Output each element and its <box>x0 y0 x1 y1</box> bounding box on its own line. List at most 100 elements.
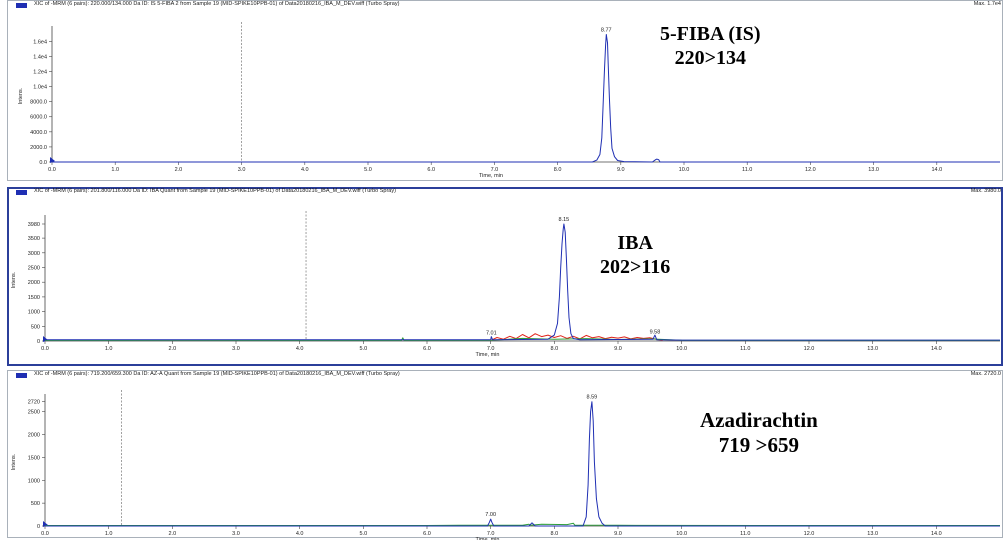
y-tick-label: 0 <box>37 339 40 345</box>
panel-title: XIC of -MRM (6 pairs): 220.000/134.000 D… <box>34 1 400 7</box>
y-tick-label: 2500 <box>28 410 40 416</box>
x-tick-label: 11.0 <box>740 531 750 537</box>
series-line <box>52 34 1000 163</box>
x-tick-label: 6.0 <box>427 167 435 173</box>
panel-title: XIC of -MRM (6 pairs): 719.200/659.300 D… <box>34 371 400 377</box>
x-tick-label: 12.0 <box>804 346 815 352</box>
x-tick-label: 3.0 <box>232 531 240 537</box>
x-tick-label: 5.0 <box>360 346 368 352</box>
x-tick-label: 14.0 <box>931 346 942 352</box>
max-intensity-label: Max. 2720.0 <box>970 371 1001 377</box>
y-tick-label: 1000 <box>28 310 40 316</box>
x-axis-label: Time, min <box>479 173 503 179</box>
y-axis-label: Intens. <box>11 271 17 288</box>
peak-label: 9.58 <box>650 330 661 336</box>
chromatogram-plot-5fiba: 0.0 2000.0 4000.0 6000.0 8000.0 1.0e4 1.2e4 1.4… <box>18 22 1000 179</box>
x-tick-label: 1.0 <box>105 531 113 537</box>
x-tick-label: 8.0 <box>551 346 559 352</box>
mrm-transition: 202>116 <box>600 256 671 278</box>
legend-color-swatch <box>16 373 27 378</box>
y-tick-label: 8000.0 <box>30 100 47 106</box>
mrm-transition: 719 >659 <box>718 433 800 458</box>
chromatogram-panel-5fiba: XIC of -MRM (6 pairs): 220.000/134.000 D… <box>0 0 1005 183</box>
y-tick-label: 0 <box>37 524 40 530</box>
x-tick-label: 9.0 <box>614 346 622 352</box>
x-tick-label: 13.0 <box>867 531 878 537</box>
peak-label: 8.77 <box>601 28 612 34</box>
x-tick-label: 6.0 <box>423 346 431 352</box>
x-tick-label: 10.0 <box>676 346 687 352</box>
x-tick-label: 5.0 <box>360 531 368 537</box>
series-line <box>45 522 1000 526</box>
x-axis-label: Time, min <box>476 352 500 358</box>
y-tick-label: 3980 <box>28 222 40 228</box>
y-tick-label: 1500 <box>28 295 40 301</box>
x-tick-label: 1.0 <box>105 346 113 352</box>
y-tick-label: 1.0e4 <box>33 85 47 91</box>
y-tick-label: 4000.0 <box>30 130 47 136</box>
x-tick-label: 3.0 <box>232 346 240 352</box>
x-tick-label: 7.0 <box>487 346 495 352</box>
legend-color-swatch <box>16 190 27 195</box>
chromatogram-plot-azadirachtin: 0 500 1000 1500 2000 2500 2720 0.0 1.0 2.0 3.0 4.0 5… <box>11 390 1000 540</box>
x-tick-label: 12.0 <box>805 167 816 173</box>
y-tick-label: 2500 <box>28 266 40 272</box>
panel-title: XIC of -MRM (6 pairs): 201.800/116.000 D… <box>34 188 396 194</box>
x-tick-label: 7.0 <box>487 531 495 537</box>
compound-annotation: 5-FIBA (IS) 220>134 <box>660 22 761 70</box>
panel-frame <box>7 187 1003 366</box>
y-tick-label: 500 <box>31 324 40 330</box>
compound-annotation: IBA 202>116 <box>600 231 670 279</box>
x-tick-label: 4.0 <box>301 167 309 173</box>
x-tick-label: 14.0 <box>931 167 942 173</box>
x-tick-label: 12.0 <box>804 531 815 537</box>
series-line <box>45 223 1000 341</box>
max-intensity-label: Max. 3980.0 <box>970 188 1001 194</box>
series-line <box>45 401 1000 527</box>
x-tick-label: 1.0 <box>111 167 119 173</box>
y-tick-label: 2000 <box>28 433 40 439</box>
chromatogram-panel-iba: XIC of -MRM (6 pairs): 201.800/116.000 D… <box>0 187 1005 368</box>
compound-annotation: Azadirachtin 719 >659 <box>700 408 818 458</box>
x-tick-label: 3.0 <box>238 167 246 173</box>
x-tick-label: 2.0 <box>169 346 177 352</box>
chromatogram-plot-iba: 0 500 1000 1500 2000 2500 3000 3500 3980 0.0 1.0 2.… <box>11 211 1001 358</box>
y-tick-label: 1.6e4 <box>33 39 47 45</box>
x-tick-label: 11.0 <box>742 167 752 173</box>
chromatogram-panel-azadirachtin: XIC of -MRM (6 pairs): 719.200/659.300 D… <box>0 370 1005 540</box>
y-tick-label: 1000 <box>28 478 40 484</box>
peak-label: 7.00 <box>485 512 496 518</box>
y-axis-label: Intens. <box>18 87 24 104</box>
compound-name: IBA <box>617 232 653 254</box>
y-tick-label: 500 <box>31 501 40 507</box>
x-tick-label: 0.0 <box>41 346 49 352</box>
legend-color-swatch <box>16 3 27 8</box>
x-tick-label: 2.0 <box>169 531 177 537</box>
panel-frame <box>7 370 1003 538</box>
y-tick-label: 0.0 <box>39 160 47 166</box>
x-tick-label: 0.0 <box>48 167 56 173</box>
y-tick-label: 2000 <box>28 280 40 286</box>
compound-name: Azadirachtin <box>700 408 818 432</box>
x-tick-label: 8.0 <box>551 531 559 537</box>
y-tick-label: 2000.0 <box>30 145 47 151</box>
max-intensity-label: Max. 1.7e4 <box>973 1 1001 7</box>
x-tick-label: 11.0 <box>740 346 750 352</box>
x-tick-label: 7.0 <box>491 167 499 173</box>
x-tick-label: 13.0 <box>867 346 878 352</box>
x-tick-label: 9.0 <box>617 167 625 173</box>
x-tick-label: 10.0 <box>679 167 690 173</box>
y-axis-label: Intens. <box>11 453 17 470</box>
x-tick-label: 2.0 <box>175 167 183 173</box>
x-tick-label: 0.0 <box>41 531 49 537</box>
x-tick-label: 13.0 <box>868 167 879 173</box>
y-tick-label: 1.2e4 <box>33 69 47 75</box>
x-tick-label: 4.0 <box>296 346 304 352</box>
y-tick-label: 1.4e4 <box>33 54 47 60</box>
peak-label: 7.01 <box>486 330 497 336</box>
peak-label: 8.59 <box>587 395 598 401</box>
y-tick-label: 6000.0 <box>30 115 47 121</box>
x-tick-label: 6.0 <box>423 531 431 537</box>
x-tick-label: 8.0 <box>554 167 562 173</box>
x-axis-label: Time, min <box>476 537 500 540</box>
